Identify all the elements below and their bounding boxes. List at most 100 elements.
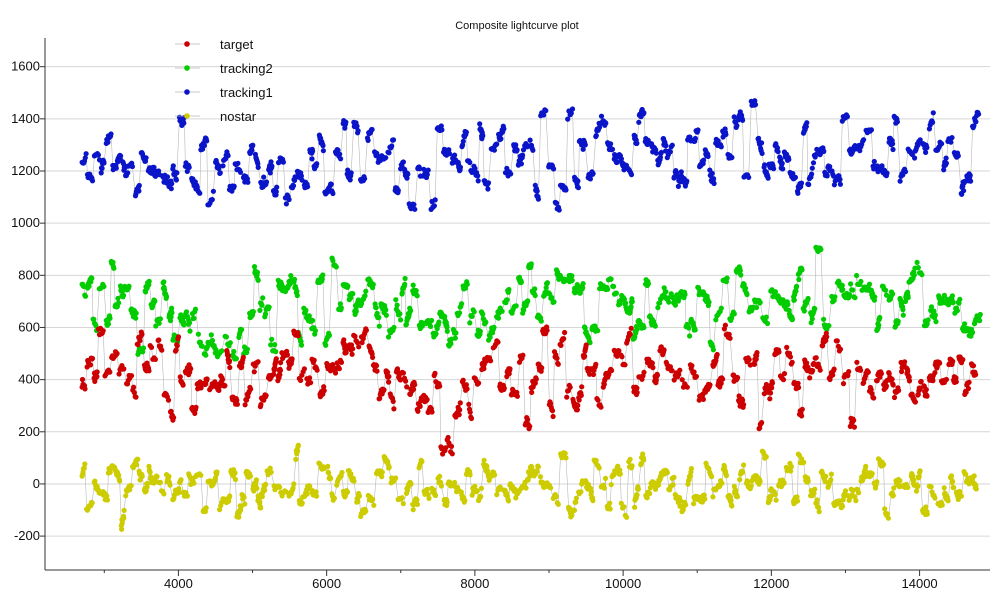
data-point-target (152, 356, 158, 362)
data-point-target (341, 337, 347, 343)
data-point-tracking1 (762, 162, 768, 168)
data-point-tracking2 (312, 328, 318, 334)
data-point-tracking1 (514, 147, 520, 153)
data-point-tracking1 (338, 156, 344, 162)
data-point-target (171, 415, 177, 421)
data-point-target (601, 381, 607, 387)
data-point-target (308, 380, 314, 386)
data-point-tracking2 (333, 264, 339, 270)
data-point-target (226, 358, 233, 364)
data-point-tracking1 (734, 123, 740, 129)
data-point-target (650, 365, 656, 371)
data-point-tracking2 (436, 319, 442, 325)
data-point-tracking1 (530, 147, 536, 153)
data-point-tracking2 (152, 298, 158, 304)
data-point-target (234, 397, 240, 403)
data-point-tracking1 (101, 160, 107, 166)
data-point-nostar (167, 482, 173, 488)
data-point-tracking2 (657, 300, 663, 306)
data-point-target (432, 370, 438, 376)
data-point-nostar (146, 463, 152, 469)
data-point-tracking1 (593, 132, 599, 139)
data-point-nostar (842, 488, 849, 494)
data-point-target (240, 354, 246, 360)
data-point-tracking2 (86, 283, 92, 289)
data-point-tracking1 (924, 145, 930, 151)
data-point-tracking1 (912, 155, 918, 161)
data-point-tracking1 (824, 173, 830, 179)
data-point-tracking1 (759, 140, 765, 146)
data-point-tracking2 (595, 328, 601, 334)
data-point-tracking1 (197, 190, 203, 196)
series-target (79, 322, 979, 457)
data-point-tracking1 (551, 166, 557, 172)
data-point-nostar (811, 490, 817, 496)
data-point-tracking1 (554, 200, 560, 206)
data-point-target (807, 375, 813, 381)
data-point-target (593, 361, 599, 367)
data-point-target (558, 342, 564, 348)
data-point-tracking1 (501, 126, 507, 132)
data-point-tracking1 (795, 190, 801, 196)
data-point-tracking1 (569, 106, 576, 112)
data-point-tracking1 (837, 176, 843, 182)
data-point-nostar (351, 478, 357, 484)
y-tick-label: 400 (18, 372, 40, 387)
data-point-tracking2 (111, 265, 117, 271)
data-point-nostar (671, 474, 677, 480)
data-point-tracking1 (250, 142, 256, 148)
data-point-tracking2 (525, 298, 531, 304)
data-point-nostar (611, 472, 617, 478)
data-point-nostar (836, 498, 842, 504)
data-point-target (100, 328, 106, 334)
data-point-tracking2 (370, 281, 376, 287)
data-point-nostar (291, 481, 297, 487)
data-point-tracking1 (669, 142, 675, 148)
data-point-target (544, 327, 550, 333)
data-point-target (727, 335, 733, 341)
data-point-target (837, 346, 844, 352)
data-point-nostar (563, 455, 569, 461)
data-point-target (173, 347, 179, 353)
x-tick-label: 8000 (460, 576, 489, 591)
data-point-tracking1 (452, 152, 458, 158)
data-point-nostar (314, 493, 320, 499)
data-point-tracking2 (764, 320, 771, 327)
data-point-tracking1 (884, 170, 890, 176)
data-point-target (582, 353, 588, 359)
data-point-nostar (263, 481, 269, 487)
data-point-tracking2 (504, 297, 510, 303)
data-point-target (579, 384, 585, 390)
data-point-tracking2 (480, 311, 486, 317)
data-point-tracking2 (621, 296, 628, 302)
data-point-target (671, 377, 677, 383)
data-point-tracking2 (645, 281, 652, 287)
data-point-tracking1 (210, 188, 216, 194)
data-point-target (356, 344, 362, 350)
data-point-tracking2 (163, 293, 170, 300)
data-point-tracking2 (580, 281, 586, 287)
data-point-tracking2 (169, 305, 175, 311)
data-point-target (374, 368, 380, 374)
data-point-nostar (313, 489, 319, 495)
data-point-tracking2 (900, 312, 906, 318)
data-point-tracking1 (395, 187, 401, 194)
data-point-nostar (897, 478, 903, 484)
data-point-tracking1 (386, 150, 392, 156)
data-point-tracking2 (414, 293, 420, 299)
data-point-tracking2 (932, 312, 938, 318)
legend-item-tracking1: tracking1 (175, 85, 273, 100)
data-point-tracking2 (950, 299, 956, 305)
data-point-target (550, 413, 556, 420)
data-point-tracking2 (840, 287, 846, 293)
data-point-tracking1 (831, 173, 837, 179)
data-point-tracking2 (569, 273, 575, 279)
data-point-tracking2 (323, 342, 329, 348)
data-point-target (533, 376, 539, 382)
data-point-tracking1 (821, 148, 827, 154)
data-point-nostar (624, 514, 630, 520)
data-point-target (575, 402, 581, 408)
data-point-target (567, 384, 573, 390)
data-point-tracking1 (404, 175, 410, 181)
data-point-tracking1 (837, 181, 844, 187)
